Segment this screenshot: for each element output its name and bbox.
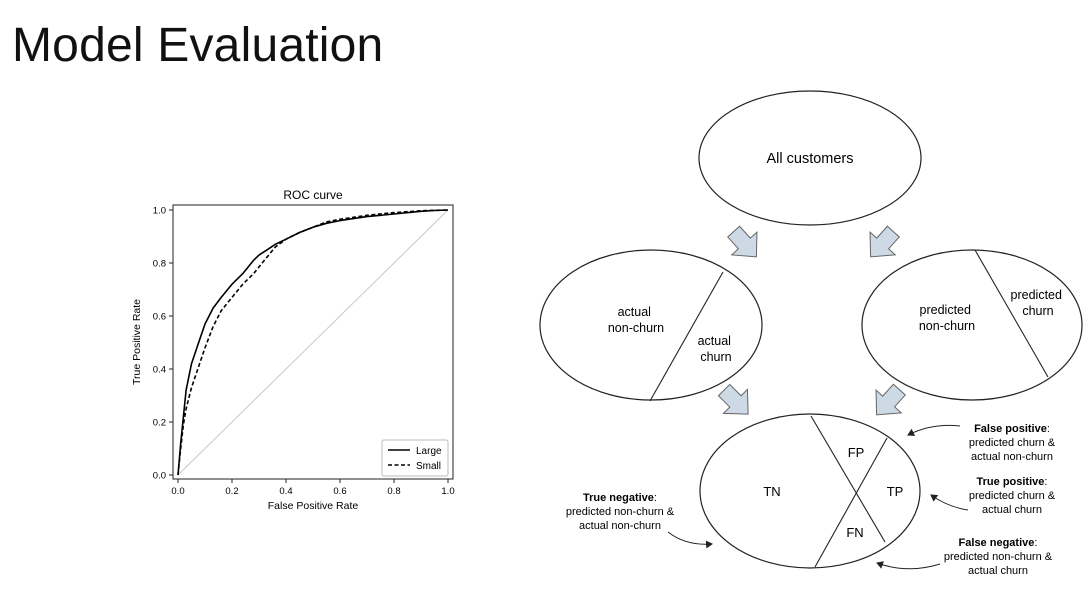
chart-legend: Large Small <box>381 439 449 477</box>
outcome-divider-b <box>814 437 888 568</box>
x-tick-label: 0.2 <box>225 486 238 497</box>
x-tick-label: 0.8 <box>387 486 400 497</box>
arrow-actual-to-outcome <box>717 383 749 415</box>
svg-text:actual churn: actual churn <box>982 504 1042 516</box>
false-positive-annotation: False positive: predicted churn & actual… <box>907 423 1056 463</box>
svg-text:True negative:: True negative: <box>583 492 657 504</box>
predicted-ellipse <box>861 249 1083 401</box>
actual-divider <box>649 271 724 402</box>
arrow-to-predicted <box>869 225 901 258</box>
roc-baseline <box>177 209 449 476</box>
arrow-predicted-to-outcome <box>875 383 907 416</box>
confusion-diagram: All customers actual non-churn actual ch… <box>539 90 1083 577</box>
true-positive-annotation: True positive: predicted churn & actual … <box>930 476 1056 516</box>
svg-text:predicted non-churn &: predicted non-churn & <box>944 551 1053 563</box>
svg-text:actual non-churn: actual non-churn <box>579 520 661 532</box>
svg-text:predicted non-churn &: predicted non-churn & <box>566 506 675 518</box>
y-tick-label: 0.2 <box>153 418 166 429</box>
y-tick-label: 1.0 <box>153 206 166 217</box>
arrow-to-actual <box>726 225 758 258</box>
y-axis-label: True Positive Rate <box>131 299 143 385</box>
x-tick-label: 1.0 <box>441 486 454 497</box>
predicted-churn-label: predicted churn <box>1011 288 1066 318</box>
svg-text:actual churn: actual churn <box>968 565 1028 577</box>
x-axis-label: False Positive Rate <box>268 500 359 512</box>
false-positive-pointer <box>907 424 961 436</box>
legend-large-label: Large <box>416 446 442 457</box>
svg-text:predicted churn &: predicted churn & <box>969 490 1056 502</box>
false-negative-annotation: False negative: predicted non-churn & ac… <box>876 537 1053 577</box>
roc-chart: ROC curve 0.0 0.2 0.4 0.6 0.8 1.0 0.0 0.2 0.4 0.6… <box>131 188 455 512</box>
y-tick-label: 0.4 <box>153 365 166 376</box>
fn-label: FN <box>846 525 863 540</box>
outcome-ellipse <box>699 413 921 569</box>
actual-non-churn-label: actual non-churn <box>608 305 664 335</box>
chart-title: ROC curve <box>283 188 343 202</box>
page-title: Model Evaluation <box>12 19 384 72</box>
svg-text:predicted churn &: predicted churn & <box>969 437 1056 449</box>
svg-text:False positive:: False positive: <box>974 423 1050 435</box>
svg-text:False negative:: False negative: <box>959 537 1038 549</box>
predicted-non-churn-label: predicted non-churn <box>919 303 975 333</box>
true-positive-pointer <box>930 494 969 511</box>
true-negative-pointer <box>667 531 713 549</box>
all-customers-ellipse <box>698 90 922 226</box>
true-negative-annotation: True negative: predicted non-churn & act… <box>566 492 713 549</box>
svg-text:actual non-churn: actual non-churn <box>971 451 1053 463</box>
roc-series-large <box>177 209 449 476</box>
all-customers-label: All customers <box>766 151 853 167</box>
x-tick-label: 0.0 <box>171 486 184 497</box>
y-tick-label: 0.6 <box>153 312 166 323</box>
false-negative-pointer <box>876 561 941 570</box>
x-tick-label: 0.4 <box>279 486 292 497</box>
legend-small-label: Small <box>416 461 441 472</box>
svg-text:True positive:: True positive: <box>977 476 1048 488</box>
y-tick-label: 0.8 <box>153 259 166 270</box>
actual-churn-label: actual churn <box>698 334 735 364</box>
fp-label: FP <box>848 445 865 460</box>
tp-label: TP <box>887 484 904 499</box>
roc-series-small <box>177 209 449 476</box>
outcome-divider-a <box>810 415 886 543</box>
plot-frame <box>172 204 454 480</box>
y-tick-label: 0.0 <box>153 471 166 482</box>
x-tick-label: 0.6 <box>333 486 346 497</box>
tn-label: TN <box>763 484 780 499</box>
predicted-divider <box>974 249 1049 378</box>
